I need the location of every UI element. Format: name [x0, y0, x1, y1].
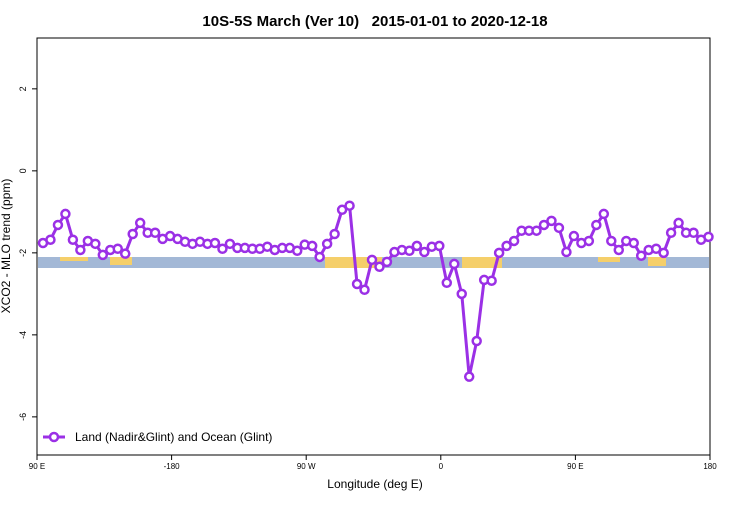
x-tick-label: 0 [439, 462, 444, 471]
y-tick-label: 2 [18, 86, 28, 91]
chart-title: 10S-5S March (Ver 10) 2015-01-01 to 2020… [202, 13, 547, 30]
point [149, 227, 161, 239]
point [673, 217, 684, 229]
point [493, 247, 505, 259]
point [546, 215, 557, 227]
point [471, 335, 482, 347]
legend-marker [48, 431, 60, 443]
point [329, 228, 340, 240]
point [112, 243, 124, 255]
point [456, 288, 467, 300]
point [553, 222, 565, 234]
point [224, 238, 236, 250]
x-tick-label: 90 E [29, 462, 45, 471]
legend-label: Land (Nadir&Glint) and Ocean (Glint) [75, 430, 272, 444]
point [419, 246, 430, 258]
point [344, 200, 355, 211]
point [463, 371, 475, 382]
point [134, 217, 146, 229]
point [67, 234, 79, 245]
point [501, 240, 512, 252]
point [75, 244, 86, 256]
point [635, 250, 647, 261]
x-tick-label: -180 [164, 462, 181, 471]
point [97, 249, 109, 261]
point [508, 235, 520, 247]
point [703, 231, 714, 243]
point [561, 246, 572, 258]
point [658, 247, 669, 259]
point [52, 219, 64, 231]
point [598, 208, 610, 220]
point [606, 235, 617, 247]
point [217, 243, 228, 255]
point [538, 219, 550, 231]
point [306, 240, 318, 252]
point [381, 256, 393, 268]
point [404, 245, 415, 257]
point [127, 228, 138, 240]
x-tick-label: 180 [703, 462, 717, 471]
point [90, 238, 101, 250]
point [449, 258, 460, 270]
point [486, 275, 497, 286]
point [628, 237, 639, 249]
point [209, 237, 221, 249]
plot-frame [36, 37, 711, 456]
y-tick-label: -6 [18, 413, 28, 421]
point [531, 225, 542, 236]
point [411, 240, 423, 252]
point [45, 234, 56, 245]
point [321, 238, 333, 250]
x-tick-label: 90 W [297, 462, 316, 471]
point [351, 278, 363, 290]
y-tick-label: -2 [18, 249, 28, 257]
point [60, 208, 71, 220]
point [366, 254, 378, 266]
x-tick-label: 90 E [567, 462, 583, 471]
x-axis-label: Longitude (deg E) [327, 477, 422, 491]
point [613, 244, 625, 256]
point [374, 261, 385, 273]
point [568, 230, 580, 242]
y-tick-label: -4 [18, 331, 28, 339]
y-axis-label: XCO2 - MLO trend (ppm) [0, 179, 13, 314]
point [441, 277, 453, 289]
point [650, 243, 662, 255]
point [434, 240, 445, 252]
point [591, 219, 602, 231]
point [336, 204, 348, 216]
point [665, 227, 677, 239]
point [583, 235, 595, 247]
point [119, 248, 131, 259]
y-tick-label: 0 [18, 168, 28, 173]
point [291, 245, 303, 257]
point [688, 227, 699, 239]
point [359, 284, 370, 296]
point [314, 251, 325, 263]
